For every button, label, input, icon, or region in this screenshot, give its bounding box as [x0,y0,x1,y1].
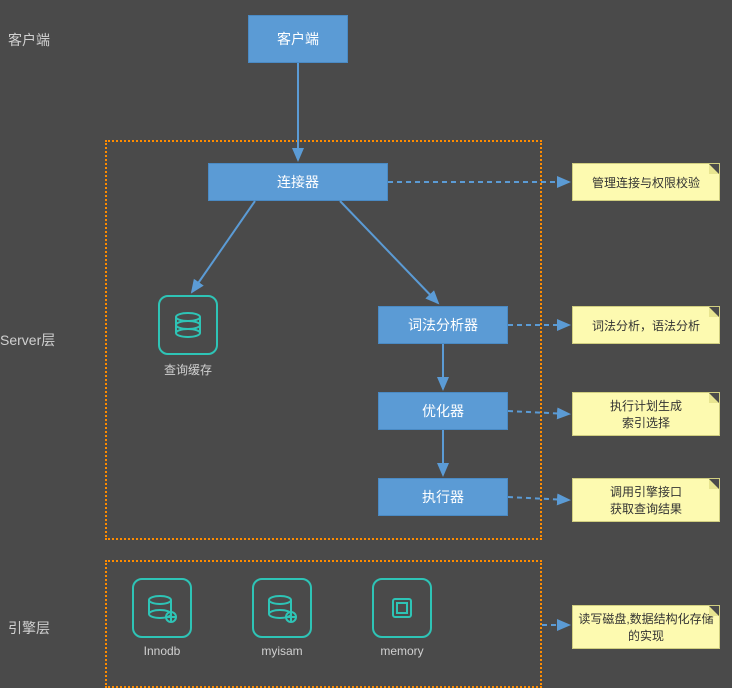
cache-label: 查询缓存 [158,361,218,378]
layer-label-engine: 引擎层 [8,618,50,638]
layer-label-server: Server层 [0,330,55,350]
node-client: 客户端 [248,15,348,63]
layer-label-client: 客户端 [8,30,50,50]
note-connector: 管理连接与权限校验 [572,163,720,201]
diagram-root: 客户端 Server层 引擎层 客户端 连接器 词法分析器 优化器 执行器 查询… [0,0,732,688]
node-lexer: 词法分析器 [378,306,508,344]
node-engine-memory: memory [372,578,432,658]
cache-icon [158,295,218,355]
myisam-icon [252,578,312,638]
myisam-label: myisam [252,644,312,658]
node-executor: 执行器 [378,478,508,516]
node-connector: 连接器 [208,163,388,201]
note-executor: 调用引擎接口 获取查询结果 [572,478,720,522]
note-engine: 读写磁盘,数据结构化存储的实现 [572,605,720,649]
memory-icon [372,578,432,638]
memory-label: memory [372,644,432,658]
node-optimizer: 优化器 [378,392,508,430]
note-lexer: 词法分析，语法分析 [572,306,720,344]
node-engine-innodb: Innodb [132,578,192,658]
note-optimizer: 执行计划生成 索引选择 [572,392,720,436]
innodb-label: Innodb [132,644,192,658]
node-cache: 查询缓存 [158,295,218,378]
node-engine-myisam: myisam [252,578,312,658]
innodb-icon [132,578,192,638]
